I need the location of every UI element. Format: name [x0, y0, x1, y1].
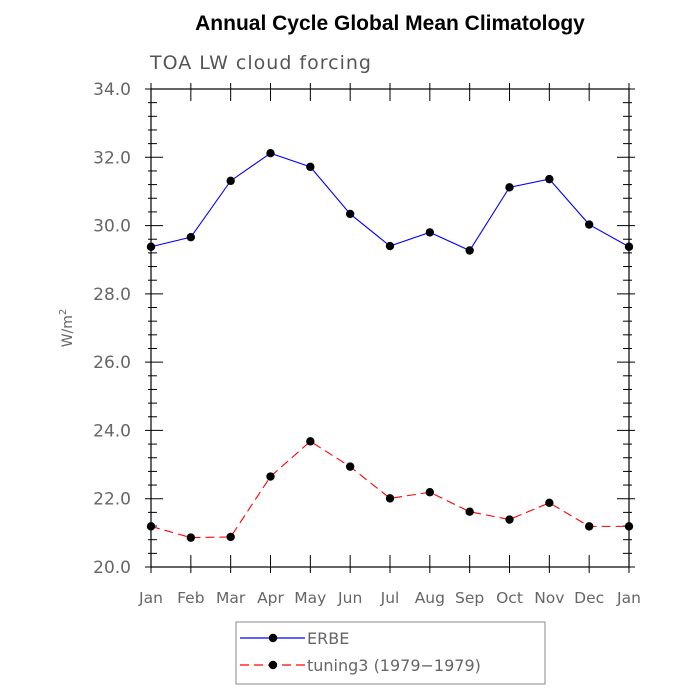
data-point — [186, 232, 196, 242]
data-point — [425, 228, 435, 237]
y-tick-label: 20.0 — [93, 558, 131, 578]
legend-marker — [268, 633, 278, 643]
x-tick-label: Aug — [415, 589, 445, 607]
data-point — [266, 148, 275, 158]
data-point — [345, 462, 355, 471]
y-tick-label: 32.0 — [93, 148, 131, 168]
data-point — [465, 507, 474, 516]
y-axis-label-superscript: 2 — [58, 309, 69, 315]
data-point — [425, 488, 435, 497]
data-point — [385, 494, 395, 503]
x-tick-labels: Jan Feb Mar Apr May Jun Jul Aug Sep Oct Nov Dec Jan — [138, 589, 641, 607]
data-point — [306, 162, 315, 172]
x-tick-label: Mar — [216, 589, 246, 607]
x-tick-label: Apr — [257, 589, 284, 607]
y-tick-label: 26.0 — [93, 353, 131, 373]
y-tick-labels: 20.0 22.0 24.0 26.0 28.0 30.0 32.0 34.0 — [93, 80, 131, 578]
x-tick-label: Jan — [138, 589, 163, 607]
legend-marker — [268, 660, 278, 670]
y-tick-label: 34.0 — [93, 80, 131, 100]
x-tick-label: Oct — [496, 589, 523, 607]
y-tick-label: 22.0 — [93, 490, 131, 510]
data-point — [385, 241, 395, 251]
y-axis-label: W/m2 — [58, 309, 76, 348]
x-tick-label: Sep — [455, 589, 484, 607]
legend-label: ERBE — [307, 629, 349, 648]
y-axis-label-unit: W/m — [60, 315, 76, 347]
series-line — [150, 152, 630, 252]
data-point — [545, 174, 554, 184]
data-point — [306, 437, 315, 446]
x-tick-label: Jun — [337, 589, 362, 607]
chart-subtitle: TOA LW cloud forcing — [149, 52, 372, 74]
data-point — [186, 533, 196, 542]
plot-frame — [150, 88, 630, 568]
x-tick-label: Jul — [380, 589, 400, 607]
series-line — [150, 440, 629, 539]
data-point — [584, 522, 594, 531]
series-layer — [146, 148, 634, 542]
x-tick-label: Feb — [177, 589, 204, 607]
y-tick-label: 28.0 — [93, 285, 131, 305]
y-tick-label: 30.0 — [93, 217, 131, 237]
x-tick-label: Nov — [534, 589, 564, 607]
x-tick-label: Dec — [574, 589, 604, 607]
data-point — [266, 472, 275, 481]
data-point — [545, 498, 554, 508]
y-tick-label: 24.0 — [93, 421, 131, 441]
axis-ticks — [145, 83, 635, 573]
data-point — [505, 515, 514, 524]
legend-box — [235, 621, 546, 685]
x-tick-label: May — [294, 589, 326, 607]
chart-title: Annual Cycle Global Mean Climatology — [195, 12, 585, 35]
data-point — [505, 183, 514, 192]
data-point — [226, 532, 235, 542]
data-point — [584, 220, 594, 229]
data-point — [465, 246, 474, 255]
x-tick-label: Jan — [616, 589, 641, 607]
legend: ERBE tuning3 (1979−1979) — [235, 621, 546, 685]
data-point — [226, 176, 235, 186]
data-point — [345, 209, 355, 219]
legend-label: tuning3 (1979−1979) — [307, 656, 481, 675]
